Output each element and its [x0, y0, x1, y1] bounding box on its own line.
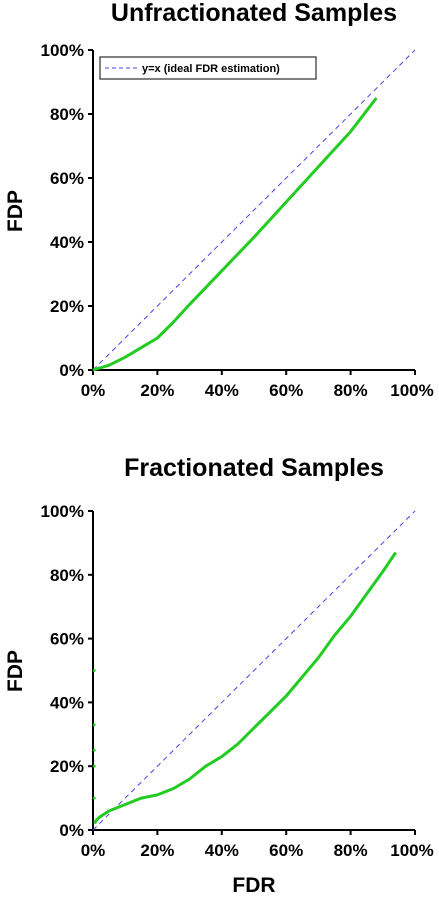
data-point [92, 723, 96, 727]
x-tick-label: 60% [269, 381, 303, 400]
x-tick-label: 100% [390, 841, 433, 860]
y-tick-label: 0% [59, 361, 84, 380]
x-tick-label: 0% [81, 841, 106, 860]
x-tick-label: 100% [390, 381, 433, 400]
chart-title: Unfractionated Samples [111, 0, 397, 27]
x-tick-label: 40% [205, 841, 239, 860]
chart-title: Fractionated Samples [124, 454, 384, 482]
series-fdp-line [92, 97, 378, 372]
legend-box [99, 56, 317, 80]
series-ideal-line [92, 510, 416, 831]
tick-group: 0% 20% 40% 60% 80% 100% 0% 20% 40% 60% 80% 100% [41, 502, 434, 860]
legend: y=x (ideal FDR estimation) [99, 56, 317, 80]
y-tick-label: 40% [50, 233, 84, 252]
tick-group: 0% 20% 40% 60% 80% 100% 0% 20% 40% 60% 80% 100% [41, 41, 434, 400]
y-tick-label: 80% [50, 105, 84, 124]
x-tick-label: 80% [334, 381, 368, 400]
y-tick-label: 20% [50, 297, 84, 316]
x-tick-label: 0% [81, 381, 106, 400]
x-tick-label: 80% [334, 841, 368, 860]
chart-unfractionated: Unfractionated Samples FDP 0% 20% 40% 60% 80… [4, 0, 434, 400]
plot-area [92, 510, 416, 831]
x-axis-label: FDR [232, 874, 275, 897]
data-point [92, 764, 96, 768]
x-tick-label: 60% [269, 841, 303, 860]
y-tick-label: 80% [50, 566, 84, 585]
y-tick-label: 60% [50, 169, 84, 188]
data-point [92, 796, 96, 800]
y-axis-label: FDP [4, 190, 27, 232]
data-point [92, 669, 96, 672]
y-tick-label: 60% [50, 630, 84, 649]
y-tick-label: 100% [41, 41, 84, 60]
x-tick-label: 40% [205, 381, 239, 400]
legend-entry-label: y=x (ideal FDR estimation) [142, 63, 280, 75]
series-ideal-line [92, 49, 416, 371]
x-tick-label: 20% [140, 381, 174, 400]
y-tick-label: 100% [41, 502, 84, 521]
plot-area [92, 49, 416, 372]
x-tick-label: 20% [140, 841, 174, 860]
y-tick-label: 20% [50, 757, 84, 776]
data-point [92, 748, 96, 752]
y-tick-label: 40% [50, 693, 84, 712]
y-tick-label: 0% [59, 821, 84, 840]
series-fdp-line [93, 551, 397, 825]
chart-fractionated: Fractionated Samples FDP FDR 0% 20% 40% 60%… [4, 454, 434, 897]
y-axis-label: FDP [4, 650, 27, 692]
